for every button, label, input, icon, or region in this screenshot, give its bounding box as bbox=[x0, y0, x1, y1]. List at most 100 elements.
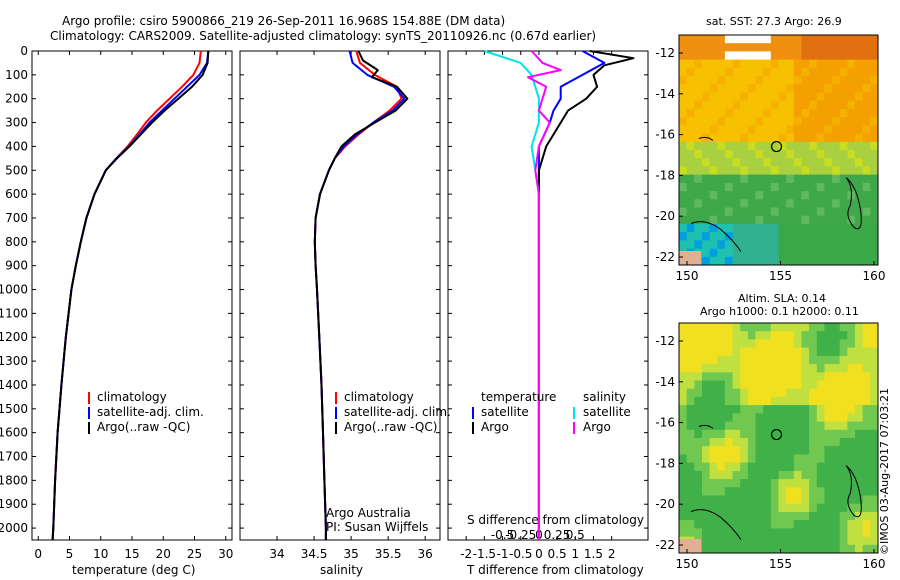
sla-land-patch bbox=[679, 539, 701, 553]
sla-map-cell bbox=[816, 462, 825, 472]
sla-map-cell bbox=[747, 487, 756, 496]
sst-map-cell bbox=[755, 100, 764, 110]
sla-map-cell bbox=[801, 405, 810, 414]
sla-map-cell bbox=[809, 355, 818, 365]
sst-map-cell bbox=[786, 174, 795, 184]
sst-map-cell bbox=[755, 240, 764, 249]
sla-map-cell bbox=[801, 413, 810, 422]
sla-map-cell bbox=[839, 528, 848, 537]
sla-map-cell bbox=[724, 364, 733, 373]
sla-map-cell bbox=[839, 544, 848, 554]
sla-map-cell bbox=[801, 347, 810, 357]
sla-map-cell bbox=[801, 364, 810, 373]
sst-map-cell bbox=[770, 84, 779, 93]
sla-map-cell bbox=[870, 413, 879, 422]
sst-map-cell bbox=[679, 191, 688, 200]
sla-map-cell bbox=[740, 544, 749, 554]
sla-map-cell bbox=[755, 495, 764, 505]
sst-map-cell bbox=[717, 100, 726, 110]
sla-map-cell bbox=[793, 323, 802, 332]
sst-map-cell bbox=[778, 67, 787, 77]
sla-map-cell bbox=[724, 380, 733, 390]
sst-map-cell bbox=[755, 182, 764, 192]
sst-map-cell bbox=[816, 125, 825, 134]
sst-map-cell bbox=[816, 158, 825, 167]
sla-map-cell bbox=[809, 413, 818, 422]
sla-map-cell bbox=[747, 421, 756, 431]
sla-map-cell bbox=[855, 479, 864, 488]
sla-map-cell bbox=[862, 380, 871, 390]
sst-map-cell bbox=[824, 67, 833, 77]
sst-map-cell bbox=[832, 35, 841, 44]
sla-map-cell bbox=[732, 454, 741, 463]
difference-x-tick-label: -0.5 bbox=[509, 547, 532, 561]
sla-map-cell bbox=[778, 454, 787, 463]
sst-map-cell bbox=[740, 150, 749, 159]
sla-map-cell bbox=[755, 429, 764, 439]
temperature-x-tick-label: 0 bbox=[34, 547, 42, 561]
sla-map-cell bbox=[809, 421, 818, 431]
sst-map-cell bbox=[747, 100, 756, 110]
sla-map-cell bbox=[870, 364, 879, 373]
temp-legend-sat-swatch bbox=[88, 407, 90, 419]
sst-map-cell bbox=[832, 232, 841, 241]
sst-map-cell bbox=[816, 59, 825, 69]
sst-map-cell bbox=[778, 191, 787, 200]
sst-map-cell bbox=[847, 158, 856, 167]
sst-map-cell bbox=[786, 117, 795, 126]
sst-map-cell bbox=[724, 215, 733, 225]
sst-map-cell bbox=[855, 84, 864, 93]
sla-map-cell bbox=[778, 544, 787, 554]
sst-map-cell bbox=[870, 76, 879, 85]
sst-map-cell bbox=[793, 166, 802, 175]
sst-map-cell bbox=[824, 59, 833, 69]
sla-map-cell bbox=[763, 528, 772, 537]
sst-map-cell bbox=[755, 174, 764, 184]
sla-map-cell bbox=[717, 429, 726, 439]
sla-map-cell bbox=[816, 364, 825, 373]
sla-map-cell bbox=[862, 503, 871, 513]
sla-map-cell bbox=[778, 438, 787, 447]
sla-map-cell bbox=[824, 462, 833, 472]
sla-map-cell bbox=[816, 520, 825, 529]
sst-map-cell bbox=[747, 108, 756, 118]
sla-map-cell bbox=[839, 421, 848, 431]
sla-map-cell bbox=[855, 495, 864, 505]
sla-map-cell bbox=[816, 446, 825, 455]
sla-map-cell bbox=[679, 372, 688, 381]
sst-map-cell bbox=[809, 207, 818, 217]
sla-map-cell bbox=[702, 331, 711, 340]
sst-map-cell bbox=[862, 248, 871, 258]
sst-lat-tick-label: -22 bbox=[655, 250, 675, 264]
sla-map-cell bbox=[770, 511, 779, 521]
sla-map-cell bbox=[847, 454, 856, 463]
sla-map-cell bbox=[732, 372, 741, 381]
sst-map-cell bbox=[809, 248, 818, 258]
sla-map-cell bbox=[847, 438, 856, 447]
sla-coast-contour bbox=[690, 509, 742, 540]
sst-map-cell bbox=[801, 191, 810, 200]
sst-map-cell bbox=[686, 166, 695, 175]
sst-map-cell bbox=[770, 92, 779, 102]
sst-map-cell bbox=[855, 248, 864, 258]
sla-map-cell bbox=[770, 364, 779, 373]
sla-map-cell bbox=[763, 446, 772, 455]
sst-map-cell bbox=[686, 141, 695, 151]
sla-map-cell bbox=[870, 470, 879, 480]
sla-map-cell bbox=[755, 520, 764, 529]
sst-map-cell bbox=[824, 158, 833, 167]
sla-map-cell bbox=[755, 364, 764, 373]
sla-map-cell bbox=[770, 323, 779, 332]
sst-map-cell bbox=[702, 232, 711, 241]
sst-map-cell bbox=[809, 232, 818, 241]
sst-map-cell bbox=[770, 215, 779, 225]
sst-map-cell bbox=[717, 125, 726, 134]
sla-map-cell bbox=[832, 364, 841, 373]
sla-map-cell bbox=[839, 536, 848, 546]
sst-map-cell bbox=[702, 207, 711, 217]
sst-map-cell bbox=[786, 51, 795, 60]
sst-map-cell bbox=[778, 117, 787, 126]
sla-map-cell bbox=[755, 339, 764, 348]
sla-map-cell bbox=[717, 544, 726, 554]
sla-map-cell bbox=[763, 487, 772, 496]
